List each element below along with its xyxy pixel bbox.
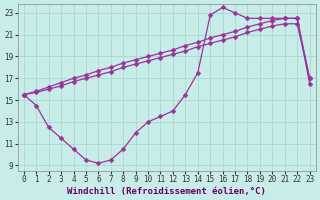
X-axis label: Windchill (Refroidissement éolien,°C): Windchill (Refroidissement éolien,°C) xyxy=(67,187,266,196)
